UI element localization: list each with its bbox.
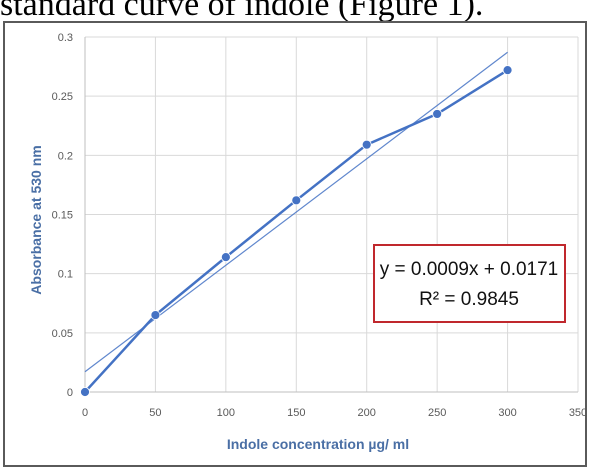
y-tick-label: 0.15	[52, 210, 73, 222]
y-tick-labels: 0 0.05 0.1 0.15 0.2 0.25 0.3	[52, 32, 73, 399]
data-point	[361, 139, 372, 150]
y-tick-label: 0.1	[58, 269, 73, 281]
equation-box-border	[373, 244, 566, 323]
equation-box: y = 0.0009x + 0.0171 R² = 0.9845	[373, 244, 566, 323]
axes	[84, 37, 578, 393]
x-axis-title: Indole concentration µg/ ml	[227, 436, 409, 452]
x-tick-labels: 0 50 100 150 200 250 300 350	[82, 407, 587, 419]
x-tick-label: 0	[82, 407, 88, 419]
trendline-equation: y = 0.0009x + 0.0171	[380, 259, 559, 280]
data-point	[220, 252, 231, 263]
x-tick-label: 150	[287, 407, 305, 419]
data-point	[150, 310, 161, 320]
y-tick-label: 0	[67, 387, 73, 399]
y-tick-label: 0.2	[58, 150, 73, 162]
series-group	[80, 65, 513, 397]
x-tick-label: 250	[428, 407, 446, 419]
data-point	[80, 387, 90, 397]
r-squared-value: R² = 0.9845	[419, 289, 519, 310]
data-point	[291, 195, 302, 206]
y-axis-title: Absorbance at 530 nm	[28, 145, 44, 294]
x-tick-label: 100	[217, 407, 235, 419]
data-point	[432, 109, 443, 119]
figure-caption: standard curve of indole (Figure 1).	[0, 0, 484, 23]
y-tick-label: 0.25	[52, 91, 73, 103]
gridlines	[85, 36, 579, 392]
x-tick-label: 50	[149, 407, 161, 419]
x-tick-label: 200	[358, 407, 376, 419]
y-tick-label: 0.3	[58, 32, 73, 44]
x-tick-label: 300	[498, 407, 516, 419]
y-tick-label: 0.05	[52, 328, 73, 340]
data-point	[502, 65, 513, 76]
x-tick-label: 350	[569, 407, 587, 419]
